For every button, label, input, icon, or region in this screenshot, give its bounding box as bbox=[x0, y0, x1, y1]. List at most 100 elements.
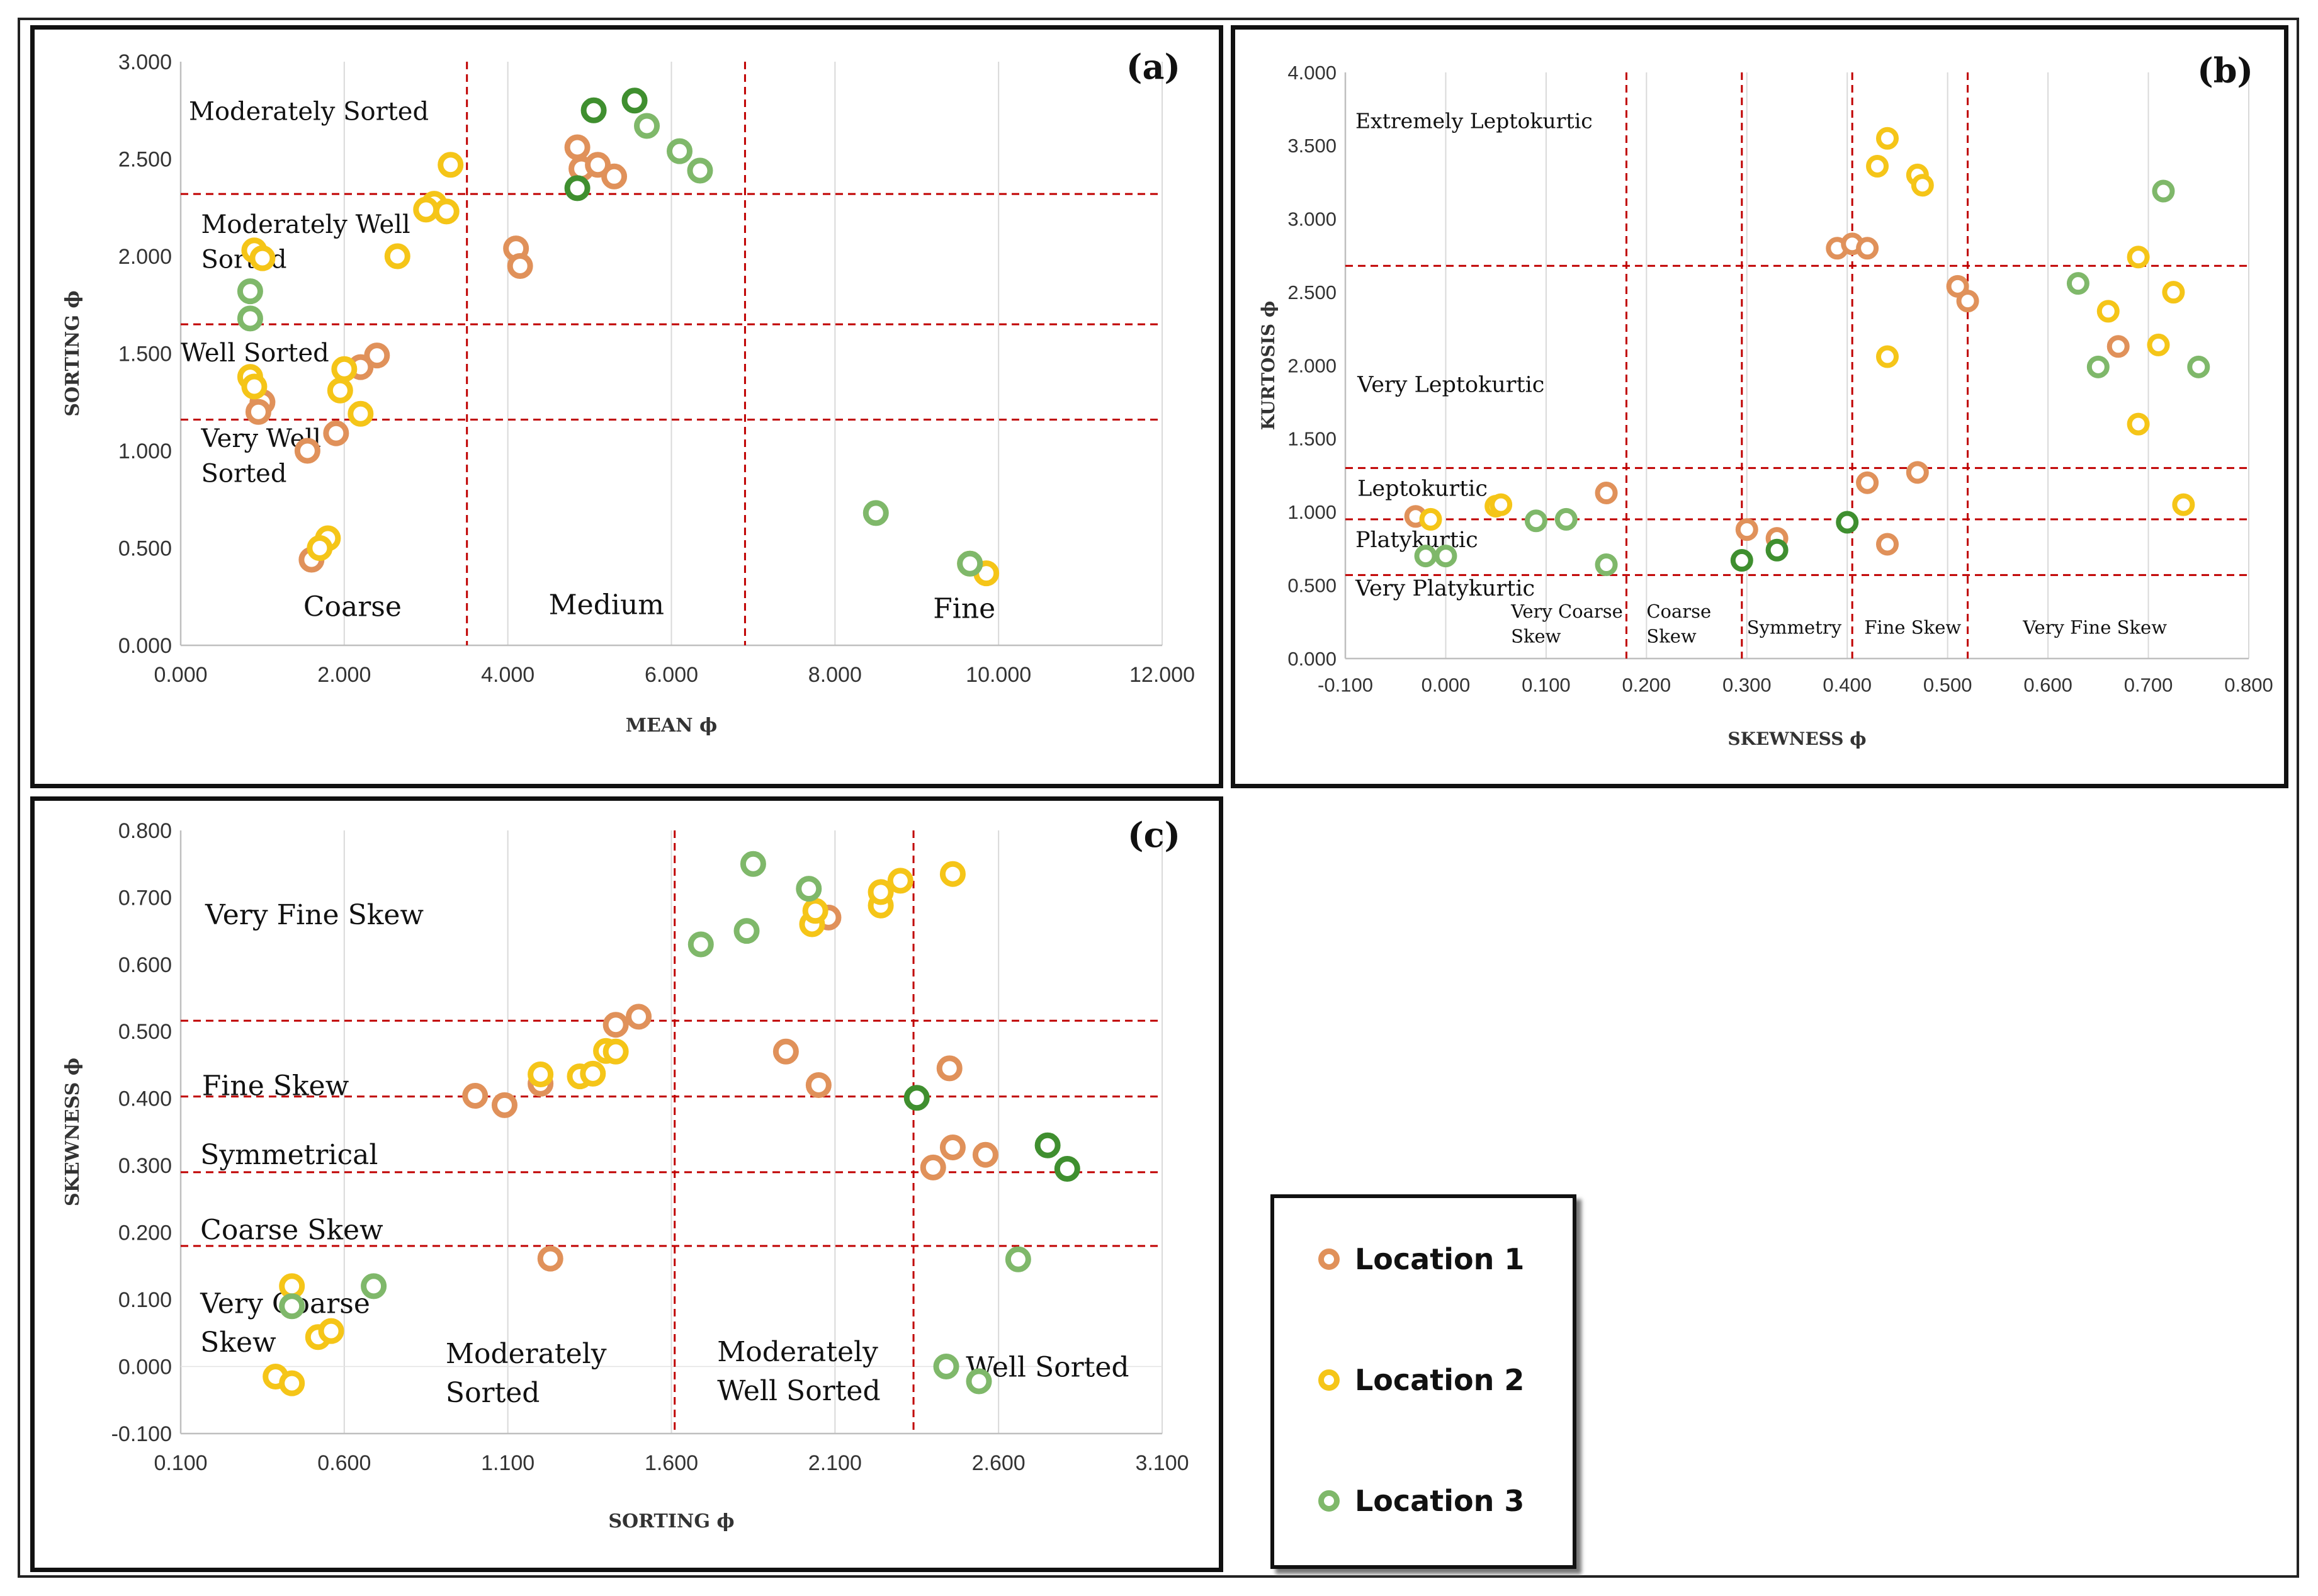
chart-b-point-location-2 bbox=[2172, 493, 2195, 516]
chart-c-point-location-2 bbox=[528, 1061, 554, 1087]
chart-b-region-label: Symmetry bbox=[1747, 616, 1842, 638]
chart-a-point-location-2 bbox=[413, 196, 439, 223]
chart-a-region-label: Medium bbox=[549, 589, 664, 621]
chart-b-point-location-1 bbox=[1876, 533, 1899, 556]
legend-marker-location-2 bbox=[1318, 1369, 1340, 1391]
chart-a-point-location-2 bbox=[327, 377, 353, 404]
chart-c-panel-label: (c) bbox=[1128, 815, 1180, 855]
chart-b-point-location-1 bbox=[1906, 461, 1929, 484]
chart-c-region-label: Symmetrical bbox=[200, 1139, 378, 1171]
chart-a-point-location-2 bbox=[438, 152, 464, 178]
chart-a-point-location-3 bbox=[634, 113, 660, 139]
chart-b-ytick-label: 4.000 bbox=[1287, 62, 1337, 84]
chart-b-x-axis-title: SKEWNESS ϕ bbox=[1727, 728, 1866, 749]
chart-c-region-label: Moderately bbox=[717, 1336, 878, 1368]
chart-b-ytick-label: 0.500 bbox=[1287, 574, 1337, 596]
chart-a-point-location-3 bbox=[237, 305, 263, 332]
chart-c-svg: -0.100 0.000 0.100 0.200 0.300 0.400 0.500 0.60… bbox=[62, 815, 1189, 1532]
chart-b-point-location-3 bbox=[1414, 545, 1437, 568]
chart-c-point-location-2 bbox=[868, 879, 894, 905]
chart-c-ytick-label: 0.500 bbox=[118, 1020, 172, 1044]
chart-c-point-location-3-dark bbox=[1034, 1132, 1061, 1158]
chart-b-point-location-2 bbox=[2127, 246, 2150, 269]
chart-a-panel-label: (a) bbox=[1126, 47, 1180, 87]
chart-c-ytick-label: 0.100 bbox=[118, 1288, 172, 1312]
chart-c-point-location-3-dark bbox=[1054, 1156, 1080, 1182]
chart-c-point-location-3 bbox=[687, 931, 714, 958]
chart-a-point-location-2 bbox=[384, 243, 410, 269]
chart-c-point-location-1 bbox=[939, 1134, 966, 1160]
chart-a-point-location-1 bbox=[601, 163, 628, 190]
chart-a-region-label: Moderately Well bbox=[201, 210, 410, 239]
chart-a-region-label: Sorted bbox=[201, 459, 286, 488]
chart-b-point-location-1 bbox=[1946, 274, 1969, 298]
chart-b-region-label: Very Platykurtic bbox=[1355, 576, 1535, 601]
chart-a-ytick-label: 1.000 bbox=[118, 439, 172, 463]
chart-b-point-location-3 bbox=[2187, 355, 2210, 378]
chart-b-point-location-3 bbox=[2152, 179, 2175, 203]
chart-a-point-location-2 bbox=[331, 356, 358, 382]
chart-a-point-location-3 bbox=[687, 157, 713, 184]
chart-a-xtick-label: 0.000 bbox=[154, 663, 207, 687]
legend-label-location-3: Location 3 bbox=[1355, 1484, 1525, 1518]
chart-b-region-label: Fine Skew bbox=[1864, 616, 1961, 638]
chart-a-point-location-1 bbox=[364, 342, 390, 369]
chart-c-point-location-1 bbox=[772, 1038, 799, 1065]
chart-b-ytick-label: 1.500 bbox=[1287, 428, 1337, 450]
chart-b-point-location-3 bbox=[2086, 355, 2110, 378]
chart-c-xtick-label: 3.100 bbox=[1135, 1451, 1189, 1475]
chart-c-region-label: Sorted bbox=[446, 1377, 540, 1409]
chart-a-ytick-label: 1.500 bbox=[118, 342, 172, 366]
chart-c-point-location-2 bbox=[318, 1318, 344, 1344]
legend-label-location-1: Location 1 bbox=[1355, 1242, 1525, 1276]
chart-b-region-label: Skew bbox=[1511, 625, 1561, 647]
chart-a-point-location-1 bbox=[323, 420, 349, 446]
chart-c-ytick-label: -0.100 bbox=[111, 1422, 172, 1446]
chart-b-point-location-2 bbox=[2147, 333, 2170, 356]
chart-b-ytick-label: 2.000 bbox=[1287, 354, 1337, 376]
chart-b-point-location-2 bbox=[2162, 281, 2185, 304]
chart-c-point-location-3 bbox=[740, 851, 766, 877]
chart-a-point-location-2 bbox=[433, 198, 460, 225]
chart-b-region-label: Leptokurtic bbox=[1357, 477, 1488, 502]
chart-b-point-location-1 bbox=[1856, 237, 1879, 260]
chart-c-point-location-2 bbox=[802, 898, 828, 924]
chart-b-xtick-label: 0.700 bbox=[2124, 674, 2173, 696]
chart-a-point-location-3 bbox=[666, 138, 693, 164]
chart-c-point-location-1 bbox=[626, 1004, 652, 1030]
chart-c-region-label: Moderately bbox=[446, 1338, 607, 1370]
chart-b-ytick-label: 3.000 bbox=[1287, 208, 1337, 230]
chart-b-point-location-1 bbox=[1735, 518, 1758, 541]
legend-item-location-2: Location 2 bbox=[1318, 1363, 1524, 1397]
legend-item-location-3: Location 3 bbox=[1318, 1484, 1524, 1518]
chart-c-ytick-label: 0.400 bbox=[118, 1087, 172, 1111]
chart-b-point-location-3 bbox=[1554, 507, 1578, 531]
chart-b-point-location-2 bbox=[1911, 174, 1934, 197]
chart-a-svg: 0.000 0.500 1.000 1.500 2.000 2.500 3.000 0.000… bbox=[62, 47, 1195, 737]
chart-b-svg: 0.000 0.500 1.000 1.500 2.000 2.500 3.000 3.500… bbox=[1258, 50, 2273, 749]
chart-a-point-location-2 bbox=[249, 245, 276, 271]
chart-c-point-location-1 bbox=[920, 1154, 946, 1180]
chart-c-point-location-1 bbox=[462, 1083, 489, 1109]
chart-c-xtick-label: 1.100 bbox=[481, 1451, 534, 1475]
chart-c-point-location-3 bbox=[966, 1368, 992, 1395]
chart-c-region-label: Well Sorted bbox=[966, 1352, 1129, 1384]
chart-b-point-location-1 bbox=[1595, 481, 1618, 504]
chart-c-point-location-2 bbox=[939, 861, 966, 887]
chart-b-region-label: Very Leptokurtic bbox=[1357, 372, 1544, 397]
chart-c-region-label: Well Sorted bbox=[717, 1375, 880, 1407]
chart-b-point-location-1 bbox=[1856, 471, 1879, 494]
chart-c-point-location-2 bbox=[887, 868, 913, 894]
chart-b-point-location-3 bbox=[2066, 272, 2089, 295]
chart-c-point-location-1 bbox=[602, 1012, 629, 1038]
chart-a-xtick-label: 2.000 bbox=[317, 663, 371, 687]
chart-a-point-location-3 bbox=[957, 550, 983, 577]
chart-b-xtick-label: 0.500 bbox=[1923, 674, 1972, 696]
chart-c-ytick-label: 0.000 bbox=[118, 1355, 172, 1379]
legend-marker-location-3 bbox=[1318, 1490, 1340, 1512]
chart-c-y-axis-title: SKEWNESS ϕ bbox=[62, 1058, 84, 1206]
chart-c-region-label: Fine Skew bbox=[202, 1070, 349, 1102]
chart-b-point-location-2 bbox=[1866, 154, 1889, 178]
chart-b-point-location-3-dark bbox=[1765, 538, 1789, 562]
chart-b-region-label: Coarse bbox=[1646, 601, 1711, 622]
